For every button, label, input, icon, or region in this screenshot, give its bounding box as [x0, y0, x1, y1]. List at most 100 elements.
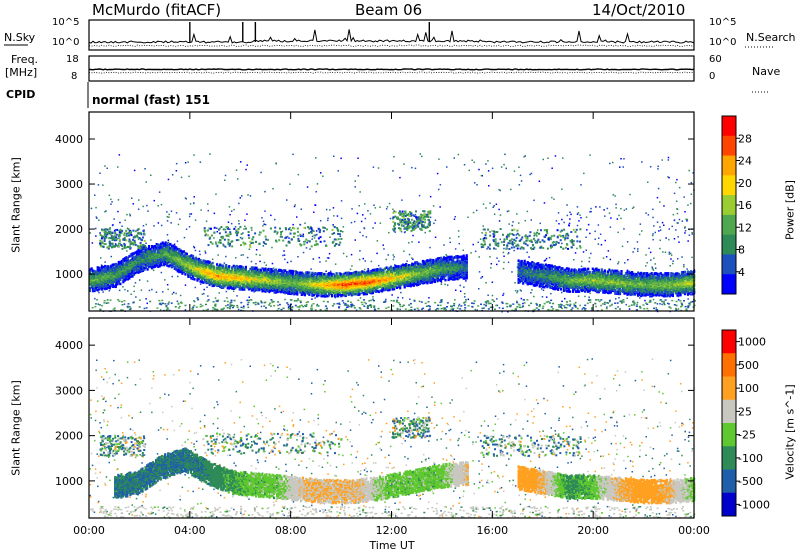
power-near-range-cell	[547, 300, 550, 303]
power-speckle	[293, 270, 295, 272]
power-near-range-cell	[603, 301, 606, 304]
power-band-cell	[166, 262, 169, 266]
power-speckle	[155, 291, 158, 293]
power-speckle	[582, 251, 585, 253]
power-band-cell	[161, 241, 164, 244]
power-band-cell	[210, 281, 213, 285]
power-band-cell	[241, 286, 244, 290]
power-band-cell	[249, 287, 252, 290]
power-band-cell	[253, 277, 257, 280]
power-speckle	[429, 195, 432, 198]
power-speckle	[656, 196, 659, 199]
power-speckle	[673, 238, 676, 240]
power-speckle	[533, 199, 535, 202]
power-near-range-cell	[464, 301, 467, 303]
power-near-range-cell	[675, 304, 678, 307]
power-speckle	[444, 283, 446, 286]
power-speckle	[457, 230, 460, 232]
power-band-cell	[287, 273, 290, 277]
power-band-cell	[273, 280, 276, 284]
power-band-cell	[335, 275, 338, 278]
power-speckle	[429, 246, 431, 249]
power-band-cell	[178, 266, 181, 270]
power-band-cell	[346, 271, 349, 275]
power-band-cell	[117, 264, 120, 268]
power-near-range-cell	[359, 308, 362, 310]
power-near-range-cell	[463, 302, 466, 304]
power-band-cell	[119, 277, 122, 280]
power-near-range-cell	[429, 305, 431, 308]
power-band-cell	[225, 268, 228, 271]
power-speckle	[659, 303, 661, 305]
power-band-cell	[231, 287, 234, 290]
power-band-cell	[228, 282, 231, 286]
power-band-cell	[207, 271, 210, 275]
power-band-cell	[161, 257, 164, 261]
power-speckle	[606, 207, 609, 210]
power-speckle	[672, 260, 674, 262]
power-speckle	[291, 309, 294, 312]
power-band-cell	[208, 264, 211, 268]
power-band-cell	[290, 283, 293, 287]
power-band-cell	[328, 292, 331, 295]
power-band-cell	[231, 266, 234, 269]
power-band-cell	[237, 281, 240, 284]
power-band-cell	[243, 286, 246, 290]
power-near-range-cell	[601, 303, 604, 305]
power-band-cell	[256, 288, 260, 292]
power-speckle	[631, 207, 634, 209]
power-speckle	[286, 261, 289, 264]
power-near-range-cell	[158, 303, 161, 305]
power-band-cell	[105, 270, 108, 273]
power-speckle	[528, 256, 530, 258]
power-band-cell	[237, 272, 240, 275]
power-band-cell	[134, 255, 137, 258]
power-speckle	[312, 258, 315, 260]
power-band-cell	[205, 277, 208, 281]
power-band-cell	[170, 246, 173, 249]
power-band-cell	[197, 262, 201, 266]
power-speckle	[362, 214, 364, 216]
power-band-cell	[131, 272, 134, 276]
power-band-cell	[95, 281, 98, 285]
power-band-cell	[179, 249, 182, 253]
power-band-cell	[302, 274, 305, 277]
power-band-cell	[320, 272, 323, 275]
power-band-cell	[234, 265, 237, 269]
power-speckle	[557, 212, 560, 214]
power-band-cell	[229, 274, 232, 277]
power-band-cell	[131, 269, 134, 272]
power-near-range-cell	[270, 305, 272, 307]
power-near-range-cell	[395, 301, 398, 303]
power-speckle	[607, 250, 610, 252]
power-band-cell	[290, 271, 293, 274]
power-speckle	[316, 183, 319, 185]
power-band-cell	[261, 275, 264, 278]
power-speckle	[342, 252, 345, 255]
power-band-cell	[238, 274, 241, 277]
power-speckle	[274, 218, 276, 221]
power-band-cell	[125, 278, 128, 281]
power-speckle	[516, 291, 518, 294]
power-speckle	[322, 175, 324, 177]
power-speckle	[369, 213, 372, 215]
power-band-cell	[216, 266, 219, 269]
power-speckle	[486, 248, 488, 250]
power-speckle	[687, 298, 689, 300]
power-near-range-cell	[493, 300, 496, 303]
power-speckle	[515, 234, 517, 236]
power-band-cell	[217, 264, 220, 268]
power-band-cell	[290, 289, 293, 292]
power-band-cell	[220, 264, 223, 267]
power-near-range-cell	[324, 305, 327, 307]
power-band-cell	[238, 280, 241, 284]
power-band-cell	[101, 280, 104, 284]
power-band-cell	[193, 274, 196, 277]
power-band-cell	[152, 247, 155, 250]
power-near-range-cell	[535, 302, 538, 305]
power-near-range-cell	[347, 305, 350, 308]
power-speckle	[349, 268, 352, 271]
power-speckle	[167, 288, 169, 291]
power-near-range-cell	[325, 309, 328, 311]
power-near-range-cell	[349, 301, 352, 303]
